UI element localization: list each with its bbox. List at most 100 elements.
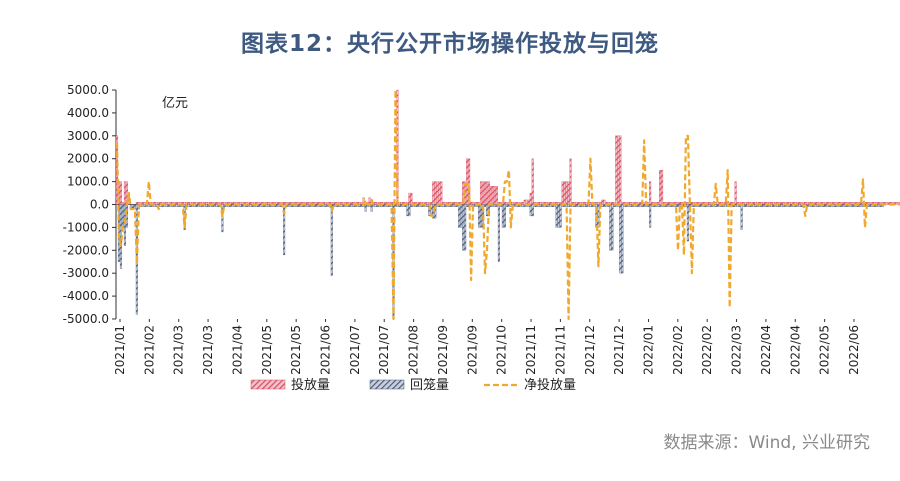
withdrawal-bar <box>364 204 367 212</box>
injection-bar <box>119 181 123 205</box>
injection-bar <box>197 202 200 205</box>
withdrawal-bar <box>147 204 150 207</box>
injection-bar <box>472 202 475 205</box>
injection-bar <box>503 202 506 205</box>
withdrawal-bar <box>398 204 401 207</box>
injection-bar <box>666 202 670 205</box>
withdrawal-bar <box>557 204 560 228</box>
withdrawal-bar <box>736 204 739 207</box>
injection-bar <box>332 202 335 205</box>
injection-bar <box>440 181 443 205</box>
withdrawal-bar <box>143 204 146 207</box>
injection-bar <box>330 202 333 205</box>
injection-bar <box>183 202 186 205</box>
injection-bar <box>659 169 662 205</box>
injection-bar <box>521 202 524 205</box>
withdrawal-bar <box>452 204 455 207</box>
injection-bar <box>479 181 483 205</box>
injection-bar <box>187 202 190 205</box>
withdrawal-bar <box>549 204 552 207</box>
withdrawal-bar <box>690 204 693 207</box>
injection-bar <box>806 202 809 205</box>
y-tick-label: 2000.0 <box>67 152 109 166</box>
injection-bar <box>563 181 566 205</box>
injection-bar <box>495 186 498 205</box>
injection-bar <box>597 202 600 205</box>
chart-title: 图表12：央行公开市场操作投放与回笼 <box>240 31 659 57</box>
injection-bar <box>314 202 317 205</box>
withdrawal-bar <box>197 204 200 207</box>
withdrawal-bar <box>754 204 757 207</box>
withdrawal-bar <box>674 204 678 207</box>
x-tick-label: 2021/09 <box>465 325 479 375</box>
withdrawal-bar <box>824 204 827 207</box>
withdrawal-bar <box>296 204 300 207</box>
y-tick-label: 0.0 <box>90 198 109 212</box>
injection-bar <box>708 202 711 205</box>
withdrawal-bar <box>370 204 373 212</box>
injection-bar <box>867 202 870 205</box>
injection-bar <box>324 202 327 205</box>
withdrawal-bar <box>239 204 242 207</box>
legend-withdrawal-swatch <box>369 379 405 390</box>
injection-bar <box>589 202 592 205</box>
injection-bar <box>147 202 150 205</box>
withdrawal-bar <box>547 204 550 207</box>
injection-bar <box>430 202 433 205</box>
withdrawal-bar <box>531 204 534 217</box>
x-tick-label: 2021/03 <box>201 325 215 375</box>
withdrawal-bar <box>342 204 345 207</box>
withdrawal-bar <box>609 204 612 251</box>
withdrawal-bar <box>213 204 216 207</box>
injection-bar <box>561 181 564 205</box>
x-tick-label: 2021/07 <box>377 325 391 375</box>
injection-bar <box>277 202 280 205</box>
withdrawal-bar <box>408 204 411 217</box>
y-tick-label: 5000.0 <box>67 83 109 97</box>
injection-bar <box>408 192 411 205</box>
injection-bar <box>485 181 489 205</box>
injection-bar <box>483 181 487 205</box>
injection-bar <box>289 202 292 205</box>
withdrawal-bar <box>567 204 570 207</box>
injection-bar <box>887 202 890 205</box>
withdrawal-bar <box>666 204 670 207</box>
injection-bar <box>539 202 542 205</box>
withdrawal-bar <box>575 204 578 207</box>
withdrawal-bar <box>539 204 542 207</box>
injection-bar <box>752 202 755 205</box>
withdrawal-bar <box>611 204 614 251</box>
injection-bar <box>531 158 534 205</box>
withdrawal-bar <box>859 204 863 207</box>
withdrawal-bar <box>501 204 504 228</box>
withdrawal-bar <box>277 204 280 207</box>
withdrawal-bar <box>649 204 652 228</box>
withdrawal-bar <box>215 204 218 207</box>
injection-bar <box>567 181 570 205</box>
withdrawal-bar <box>869 204 872 207</box>
unit-label: 亿元 <box>162 96 188 111</box>
withdrawal-bar <box>249 204 252 207</box>
withdrawal-bar <box>458 204 461 228</box>
injection-bar <box>340 202 343 205</box>
withdrawal-bar <box>374 204 377 207</box>
injection-bar <box>649 181 652 205</box>
injection-bar <box>686 202 689 205</box>
injection-bar <box>615 135 618 205</box>
legend-withdrawal-label: 回笼量 <box>410 377 449 393</box>
withdrawal-bar <box>141 204 144 207</box>
withdrawal-bar <box>324 204 327 207</box>
injection-bar <box>885 202 888 205</box>
withdrawal-bar <box>698 204 701 207</box>
injection-bar <box>493 186 497 205</box>
x-tick-label: 2021/04 <box>230 325 244 375</box>
withdrawal-bar <box>283 204 286 256</box>
withdrawal-bar <box>851 204 855 207</box>
withdrawal-bar <box>816 204 819 207</box>
withdrawal-bar <box>382 204 385 207</box>
withdrawal-bar <box>643 204 646 207</box>
withdrawal-bar <box>205 204 208 207</box>
withdrawal-bar <box>330 204 333 276</box>
y-tick-label: 3000.0 <box>67 129 109 143</box>
injection-bar <box>529 192 532 205</box>
